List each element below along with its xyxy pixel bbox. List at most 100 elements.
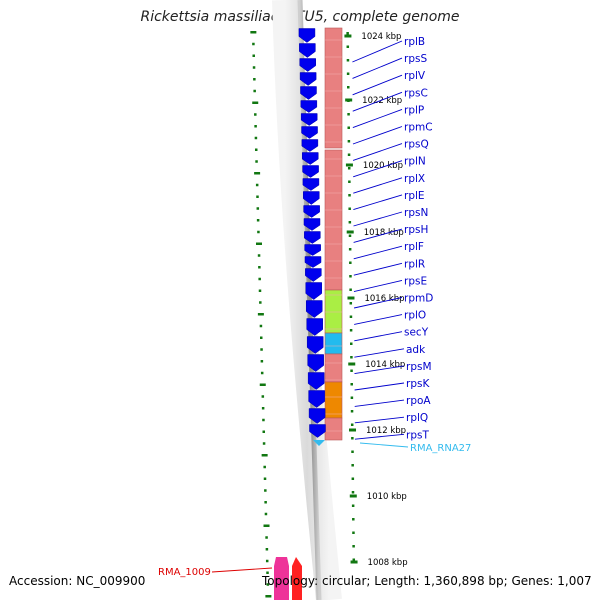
outer-track-dot	[254, 113, 257, 116]
ruler-dot	[351, 477, 355, 480]
ruler-dot	[347, 140, 351, 143]
label-line-rpsm	[354, 365, 405, 375]
genome-summary: Topology: circular; Length: 1,360,898 bp…	[262, 574, 592, 588]
ruler-dot	[351, 504, 355, 507]
accession-label: Accession: NC_009900	[9, 574, 146, 588]
outer-track-dot	[264, 489, 267, 492]
cds-track	[298, 28, 326, 446]
ruler-major-tick	[347, 296, 355, 300]
cds-arrow	[300, 100, 318, 113]
ruler-label-1020-kbp: 1020 kbp	[363, 161, 403, 171]
cds-arrow	[299, 58, 316, 72]
ruler-dot	[348, 248, 352, 251]
outer-track-dot	[263, 524, 270, 527]
feature-label-rma-1009: RMA_1009	[158, 567, 211, 578]
outer-track-dot	[261, 407, 265, 410]
rna-label-line	[359, 442, 409, 448]
ruler-label-1012-kbp: 1012 kbp	[366, 426, 406, 436]
outer-track-dot	[253, 78, 256, 81]
outer-track-dot	[260, 371, 264, 375]
gene-label-rplr: rplR	[404, 258, 425, 270]
outer-track-dot	[259, 301, 262, 304]
ruler-dot	[350, 410, 354, 413]
label-line-rpmd	[353, 297, 403, 309]
cds-arrow	[306, 336, 324, 354]
outer-track-dot	[257, 254, 261, 257]
ruler-dot	[350, 356, 353, 359]
ruler-dot	[350, 342, 353, 345]
gene-label-rplq: rplQ	[406, 412, 428, 424]
ring-lanes	[272, 0, 342, 600]
ruler-dot	[346, 72, 350, 75]
ruler-dot	[349, 275, 352, 278]
gene-label-rpsh: rpsH	[404, 224, 428, 236]
ruler-dot	[348, 194, 351, 197]
outer-track-dot	[250, 31, 257, 34]
cds-arrow	[307, 372, 325, 390]
ruler-label-1010-kbp: 1010 kbp	[367, 492, 407, 502]
label-line-rplf	[353, 245, 403, 260]
outer-track-dot	[256, 219, 260, 222]
outer-track-dot	[258, 266, 261, 269]
protein-color-block	[324, 149, 343, 291]
outer-track-dot	[255, 242, 262, 245]
gene-label-rpsn: rpsN	[404, 207, 428, 219]
label-line-rpst	[354, 433, 405, 440]
label-line-rpsq	[352, 143, 403, 161]
gene-label-rplb: rplB	[404, 36, 425, 48]
outer-track-dot	[264, 501, 267, 504]
outer-track-dot	[254, 125, 257, 128]
label-line-rplv	[352, 74, 403, 96]
cds-arrow	[303, 218, 321, 231]
ruler-dot	[346, 59, 350, 62]
ruler-dot	[350, 423, 354, 426]
cds-arrow	[298, 28, 316, 43]
label-line-rpss	[352, 57, 403, 79]
cds-arrow	[305, 282, 323, 300]
cds-arrow	[305, 268, 322, 282]
protein-color-block	[324, 381, 343, 419]
outer-track-dot	[260, 360, 264, 363]
gene-label-rpmc: rpmC	[404, 122, 433, 134]
feature-labels: RMA_RNA27 RMA_1009	[158, 442, 471, 600]
gene-label-rplx: rplX	[404, 173, 425, 185]
outer-track-dot	[261, 454, 268, 457]
outer-track-dot	[265, 595, 272, 598]
outer-track-dot	[262, 430, 266, 433]
outer-track-dot	[263, 465, 266, 469]
ruler-dot	[350, 369, 353, 372]
gene-label-rplo: rplO	[404, 310, 426, 322]
outer-track-dot	[260, 336, 263, 339]
gene-1009-label-line	[211, 567, 273, 573]
label-line-rplp	[352, 108, 403, 129]
outer-track-dot	[254, 136, 258, 140]
ruler-dot	[349, 329, 353, 332]
gene-label-rpse: rpsE	[404, 275, 427, 287]
gene-label-adk: adk	[406, 344, 426, 356]
label-line-rpse	[353, 279, 403, 293]
gene-label-rpsc: rpsC	[404, 87, 428, 99]
ruler-major-tick	[344, 34, 352, 38]
ruler-major-tick	[346, 230, 354, 234]
ruler-dot	[349, 288, 352, 291]
outer-track-dot	[252, 54, 255, 57]
ruler-major-tick	[349, 494, 357, 498]
label-line-rpln	[353, 160, 403, 178]
outer-track-dot	[253, 89, 256, 93]
ruler-dot	[352, 545, 355, 548]
label-line-rple	[353, 194, 403, 211]
outer-track-dot	[261, 395, 265, 398]
gene-label-lines	[352, 40, 405, 440]
gene-label-rplf: rplF	[404, 241, 424, 253]
label-line-rplq	[354, 416, 405, 424]
outer-track-dot	[256, 195, 259, 198]
ruler-dot	[348, 207, 351, 210]
ruler-dot	[347, 113, 350, 116]
outer-track-dot	[262, 418, 265, 422]
ruler-dot	[347, 86, 350, 89]
outer-dot-track	[250, 31, 272, 598]
outer-track-dot	[254, 148, 258, 151]
ruler-dot	[348, 234, 352, 237]
cds-arrow	[304, 256, 322, 268]
